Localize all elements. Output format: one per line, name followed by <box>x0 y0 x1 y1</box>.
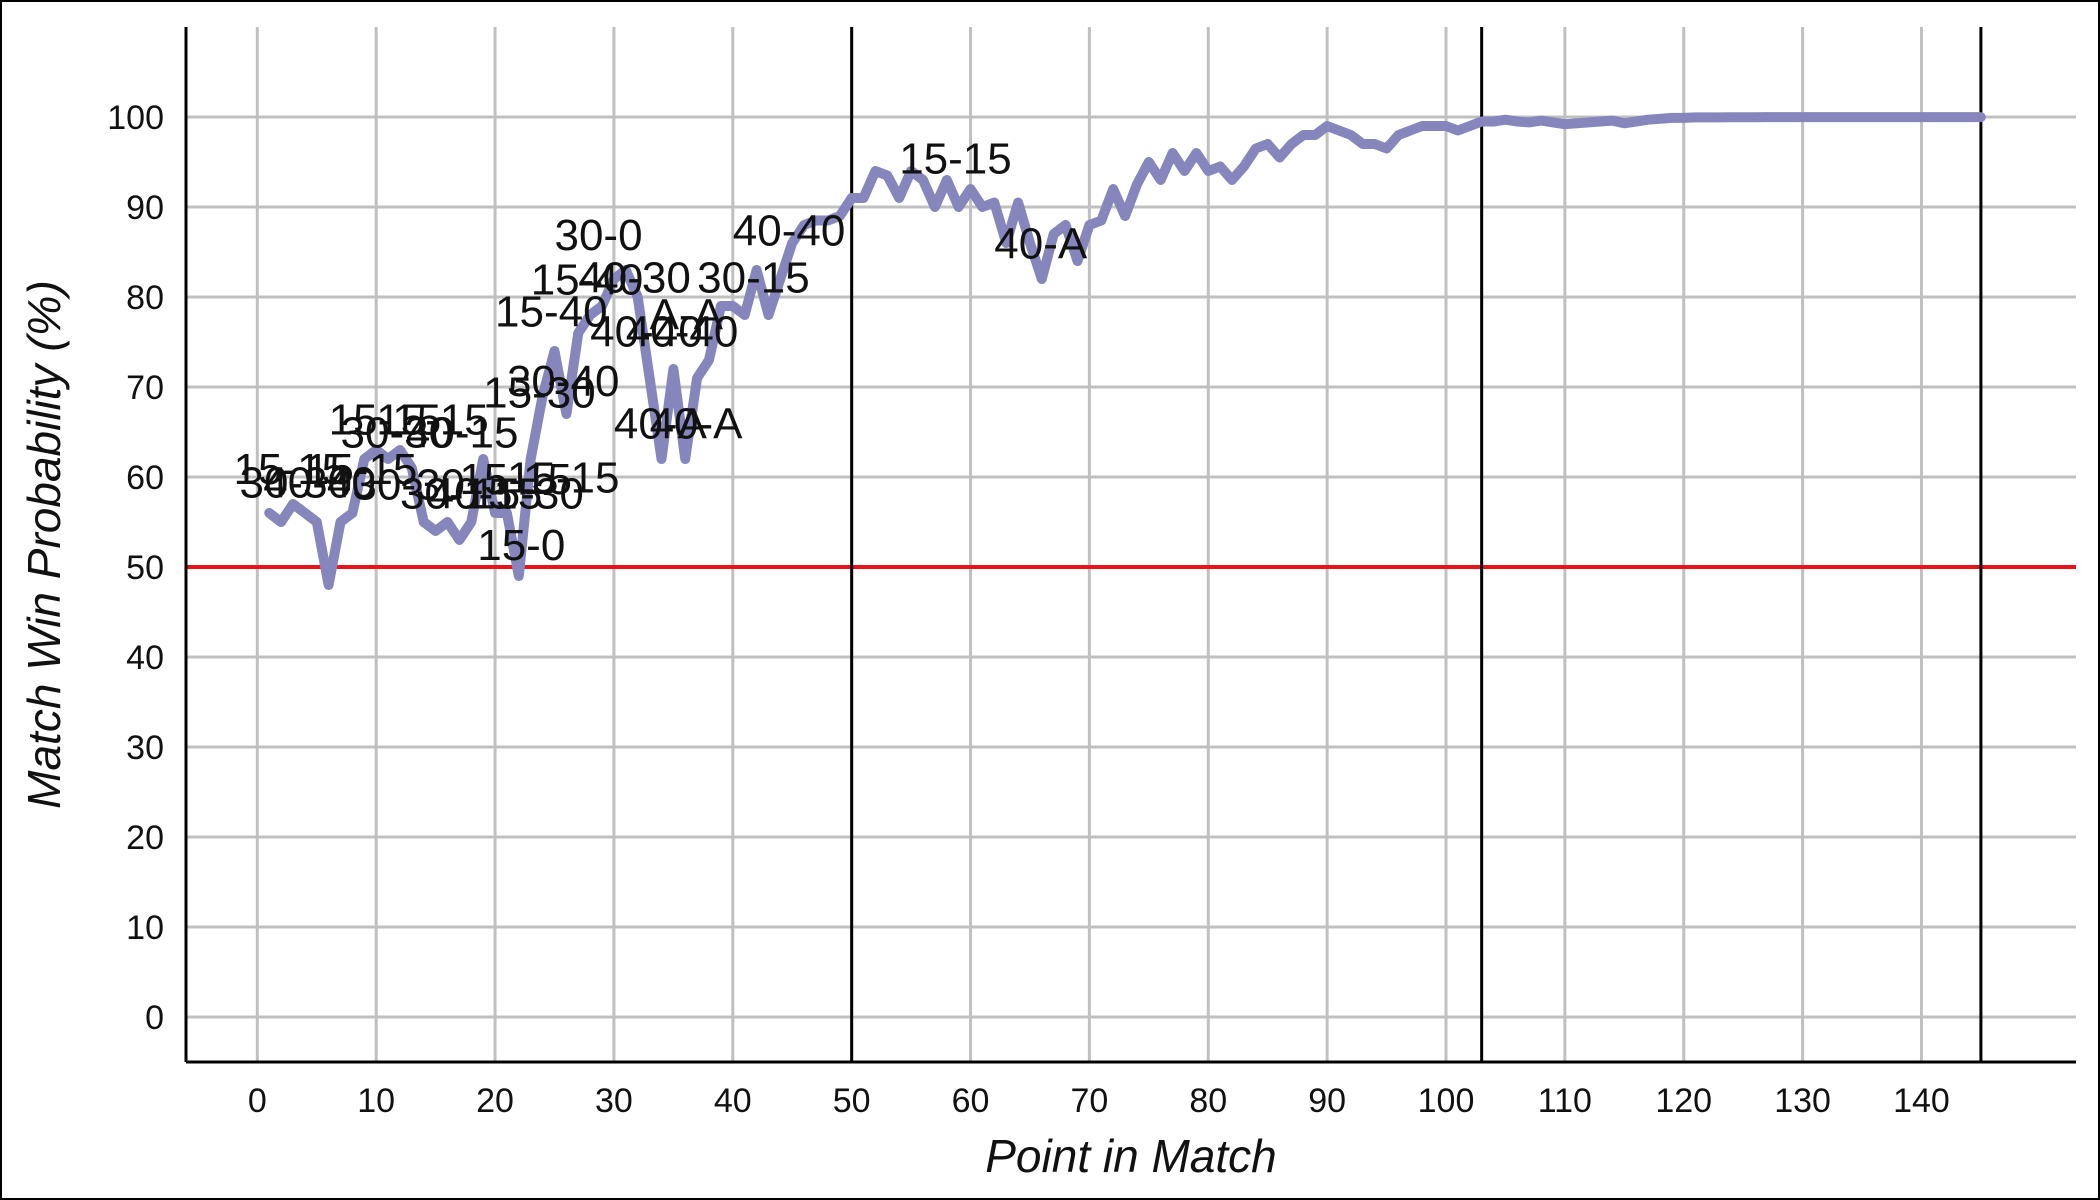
score-annotation: 40-15 <box>430 470 543 519</box>
y-tick-label: 70 <box>126 369 164 407</box>
x-tick-label: 90 <box>1308 1082 1346 1120</box>
x-tick-label: 70 <box>1070 1082 1108 1120</box>
x-tick-label: 80 <box>1189 1082 1227 1120</box>
y-tick-label: 60 <box>126 459 164 497</box>
score-annotation: 30-30 <box>239 459 352 508</box>
x-tick-label: 40 <box>714 1082 752 1120</box>
score-annotation: 15-15 <box>459 455 572 504</box>
x-tick-label: 10 <box>357 1082 395 1120</box>
y-tick-label: 40 <box>126 639 164 677</box>
score-annotation: 40-40 <box>626 308 739 357</box>
score-annotation: 40-A <box>650 399 744 448</box>
x-tick-label: 130 <box>1774 1082 1831 1120</box>
score-annotation: 40-40 <box>733 207 846 256</box>
x-tick-label: 20 <box>476 1082 514 1120</box>
y-axis-title: Match Win Probability (%) <box>18 280 70 809</box>
y-tick-label: 100 <box>107 99 164 137</box>
score-annotation: 15-15 <box>507 453 620 502</box>
y-tick-label: 10 <box>126 909 164 947</box>
x-tick-label: 100 <box>1418 1082 1475 1120</box>
score-annotation: 30-15 <box>697 254 810 303</box>
x-tick-labels: 0 10 20 30 40 50 60 70 80 90 100 110 120 130 140 <box>248 1082 1950 1120</box>
score-annotation: 15-30 <box>483 369 596 418</box>
set-divider-lines <box>850 27 1983 1062</box>
score-annotations: 15-1530-3040-4015-1530-3015-1530-3015-15… <box>234 135 1088 570</box>
score-annotation: 15-15 <box>899 135 1012 184</box>
x-tick-label: 110 <box>1538 1082 1592 1120</box>
score-annotation: 40-A <box>614 399 708 448</box>
score-annotation: 15-30 <box>471 470 584 519</box>
score-annotation: 30-40 <box>507 357 620 406</box>
score-annotation: 15-15 <box>234 445 347 494</box>
y-tick-labels: 0 10 20 30 40 50 60 70 80 90 100 <box>107 99 164 1037</box>
win-probability-series-line <box>264 112 1986 590</box>
score-annotation: 15-15 <box>329 396 442 445</box>
score-annotation: 40-15 <box>406 408 519 457</box>
y-tick-label: 80 <box>126 279 164 317</box>
y-tick-label: 50 <box>126 549 164 587</box>
score-annotation: 40-40 <box>590 308 703 357</box>
y-tick-label: 30 <box>126 729 164 767</box>
score-annotation: 15-15 <box>305 445 418 494</box>
score-annotation: 30-30 <box>352 461 465 510</box>
x-tick-label: 0 <box>248 1082 267 1120</box>
score-annotation: 30-0 <box>554 211 642 260</box>
y-tick-label: 20 <box>126 819 164 857</box>
score-annotation: 30-30 <box>341 408 454 457</box>
score-annotation: 40-A <box>994 219 1088 268</box>
x-tick-label: 60 <box>952 1082 990 1120</box>
score-annotation: 15-40 <box>531 255 644 304</box>
y-tick-label: 0 <box>145 999 164 1037</box>
x-axis-title: Point in Match <box>985 1130 1276 1182</box>
score-annotation: 40-40 <box>263 459 376 508</box>
x-tick-label: 140 <box>1893 1082 1950 1120</box>
x-tick-label: 120 <box>1655 1082 1712 1120</box>
score-annotation: 15-15 <box>376 396 489 445</box>
score-annotation: 15-40 <box>495 288 608 337</box>
score-annotation: A-A <box>650 290 724 339</box>
x-tick-label: 30 <box>595 1082 633 1120</box>
x-tick-label: 50 <box>833 1082 871 1120</box>
score-annotation: 30-15 <box>400 470 513 519</box>
score-annotation: 15-0 <box>477 521 565 570</box>
score-annotation: 40-30 <box>578 254 691 303</box>
y-tick-label: 90 <box>126 189 164 227</box>
